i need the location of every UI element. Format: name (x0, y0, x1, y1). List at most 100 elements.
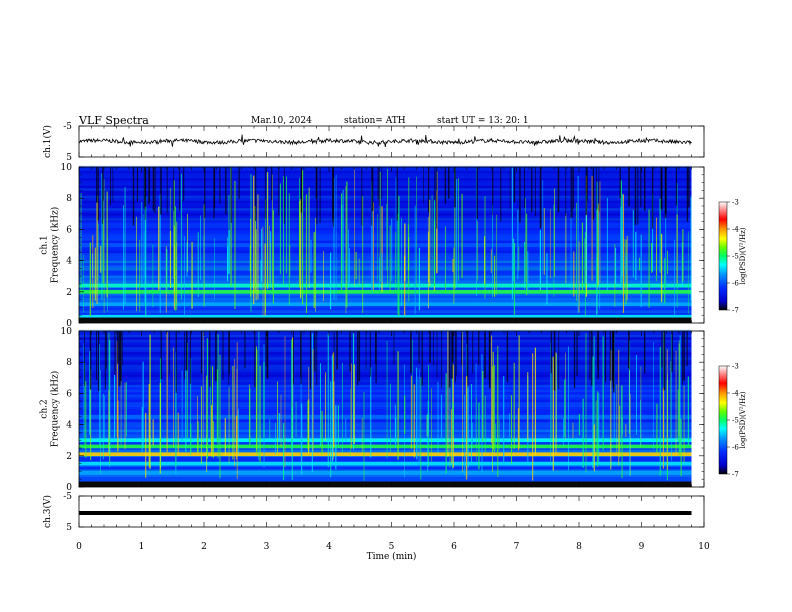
ch2-spectrogram-texture-row (79, 392, 692, 395)
ch2-spectrogram-texture-row (79, 349, 692, 353)
ch2-spectrogram-colorbar (718, 365, 728, 475)
ch2-spectrogram-texture-row (79, 412, 692, 415)
ch1-spectrogram-ytick-label: 10 (61, 163, 73, 173)
ch2-spectrogram-colorbar-label: log(PSD)(V²/Hz) (739, 391, 747, 448)
ch2-spectrogram-colorbar-tick-label: -5 (732, 417, 739, 425)
ch1-spectrogram-texture-row (79, 258, 692, 261)
ch2-spectrogram-texture-row (79, 467, 692, 470)
ch2-spectrogram-ylabel: ch.2Frequency (kHz) (40, 371, 61, 448)
ch1-spectrogram-texture-row (79, 255, 692, 259)
ch2-spectrogram-texture-row (79, 404, 692, 408)
ch2-spectrogram-texture-row (79, 387, 692, 390)
ch2-spectrogram-texture-row (79, 427, 692, 430)
x-tick-label: 3 (264, 542, 270, 552)
ch1-ytick-label: 5 (66, 153, 72, 163)
station-label: station= ATH (344, 116, 406, 126)
ch2-spectrogram-texture-row (79, 434, 692, 438)
ch1-spectrogram-texture-row (79, 313, 692, 316)
ch1-spectrogram-texture-row (79, 238, 692, 241)
ch1-spectrogram-texture-row (79, 248, 692, 251)
ch1-spectrogram-texture-row (79, 203, 692, 206)
ch1-spectrogram-band (79, 235, 692, 240)
ch2-spectrogram-band (79, 452, 692, 457)
ch1-spectrogram-texture-row (79, 233, 692, 236)
chart-title: VLF Spectra (78, 114, 149, 127)
ch1-spectrogram-texture-row (79, 288, 692, 291)
ch2-spectrogram-texture-row (79, 362, 692, 365)
ch1-spectrogram-texture-row (79, 213, 692, 216)
ch1-spectrogram-texture-row (79, 295, 692, 299)
ch2-spectrogram-texture-row (79, 442, 692, 445)
ch2-spectrogram-texture-row (79, 394, 692, 398)
ch1-spectrogram-texture-row (79, 293, 692, 296)
ch1-spectrogram-texture-row (79, 185, 692, 189)
ch2-spectrogram-colorbar-tick-label: -3 (732, 363, 739, 371)
ch2-spectrogram-texture-row (79, 377, 692, 380)
ch1-spectrogram-texture-row (79, 273, 692, 276)
ch2-spectrogram-texture-row (79, 369, 692, 373)
ch1-spectrogram-texture-row (79, 178, 692, 181)
ch2-spectrogram-colorbar-tick-label: -7 (732, 471, 739, 479)
ch1-spectrogram-texture-row (79, 175, 692, 179)
ch2-spectrogram-texture-row (79, 432, 692, 435)
ch1-spectrogram-texture-row (79, 193, 692, 196)
ch1-spectrogram-colorbar-label: log(PSD)(V²/Hz) (739, 227, 747, 284)
x-tick-label: 6 (451, 542, 457, 552)
ch1-spectrogram-band (79, 289, 692, 294)
ch1-spectrogram-texture-row (79, 305, 692, 309)
ch1-spectrogram-texture-row (79, 223, 692, 226)
ch2-spectrogram-texture-row (79, 459, 692, 463)
ch2-spectrogram-texture-row (79, 352, 692, 355)
ch1-spectrogram-texture-row (79, 308, 692, 311)
ch2-spectrogram-texture-row (79, 399, 692, 403)
ch1-spectrogram-texture-row (79, 170, 692, 174)
ch2-spectrogram-texture-row (79, 337, 692, 340)
ch1-spectrogram-band (79, 314, 692, 319)
ch2-spectrogram-texture-row (79, 372, 692, 375)
ch2-spectrogram-ytick-label: 2 (66, 452, 72, 462)
ch2-spectrogram-texture-row (79, 469, 692, 473)
ch2-spectrogram-texture-row (79, 389, 692, 393)
start-ut-label: start UT = 13: 20: 1 (437, 116, 529, 126)
ch1-spectrogram-texture-row (79, 220, 692, 224)
ch2-spectrogram-ytick-label: 10 (61, 327, 73, 337)
ch1-spectrogram-ytick-label: 4 (66, 257, 72, 267)
ch1-spectrogram-heatmap (79, 165, 692, 323)
ch2-spectrogram-texture-row (79, 464, 692, 468)
ch1-spectrogram-texture-row (79, 215, 692, 219)
ch1-spectrogram-colorbar-tick-label: -6 (732, 280, 739, 288)
x-tick-label: 10 (698, 542, 710, 552)
ch1-spectrogram-texture-row (79, 278, 692, 281)
ch1-spectrogram-texture-row (79, 268, 692, 271)
ch2-spectrogram-band (79, 471, 692, 475)
ch2-spectrogram-texture-row (79, 357, 692, 360)
ch2-spectrogram-texture-row (79, 479, 692, 483)
ch1-spectrogram-texture-row (79, 260, 692, 264)
ch2-spectrogram-ytick-label: 8 (66, 358, 72, 368)
ch2-spectrogram-band (79, 461, 692, 466)
ch1-spectrogram-texture-row (79, 210, 692, 214)
ch2-spectrogram-ytick-label: 4 (66, 421, 72, 431)
ch1-ytick-label: -5 (63, 122, 72, 132)
ch1-spectrogram-texture-row (79, 173, 692, 176)
ch3-ytick-label: 5 (66, 523, 72, 533)
ch2-spectrogram-texture-row (79, 342, 692, 345)
ch3-ytick-label: -5 (63, 492, 72, 502)
ch2-spectrogram-texture-row (79, 397, 692, 400)
ch2-spectrogram-texture-row (79, 384, 692, 388)
ch2-spectrogram-texture-row (79, 419, 692, 423)
ch1-spectrogram-colorbar-tick-label: -3 (732, 199, 739, 207)
ch1-ylabel: ch.1(V) (42, 125, 53, 158)
ch1-spectrogram-colorbar-tick-label: -5 (732, 253, 739, 261)
ch1-spectrogram-texture-row (79, 183, 692, 186)
x-tick-label: 7 (514, 542, 520, 552)
ch1-spectrogram-ytick-label: 8 (66, 194, 72, 204)
ch1-spectrogram-texture-row (79, 265, 692, 269)
ch1-trace (78, 134, 692, 147)
ch1-spectrogram-texture-row (79, 205, 692, 209)
x-tick-label: 1 (139, 542, 145, 552)
ch1-spectrogram-texture-row (79, 300, 692, 304)
ch1-spectrogram-ytick-label: 2 (66, 288, 72, 298)
ch2-spectrogram-texture-row (79, 339, 692, 343)
